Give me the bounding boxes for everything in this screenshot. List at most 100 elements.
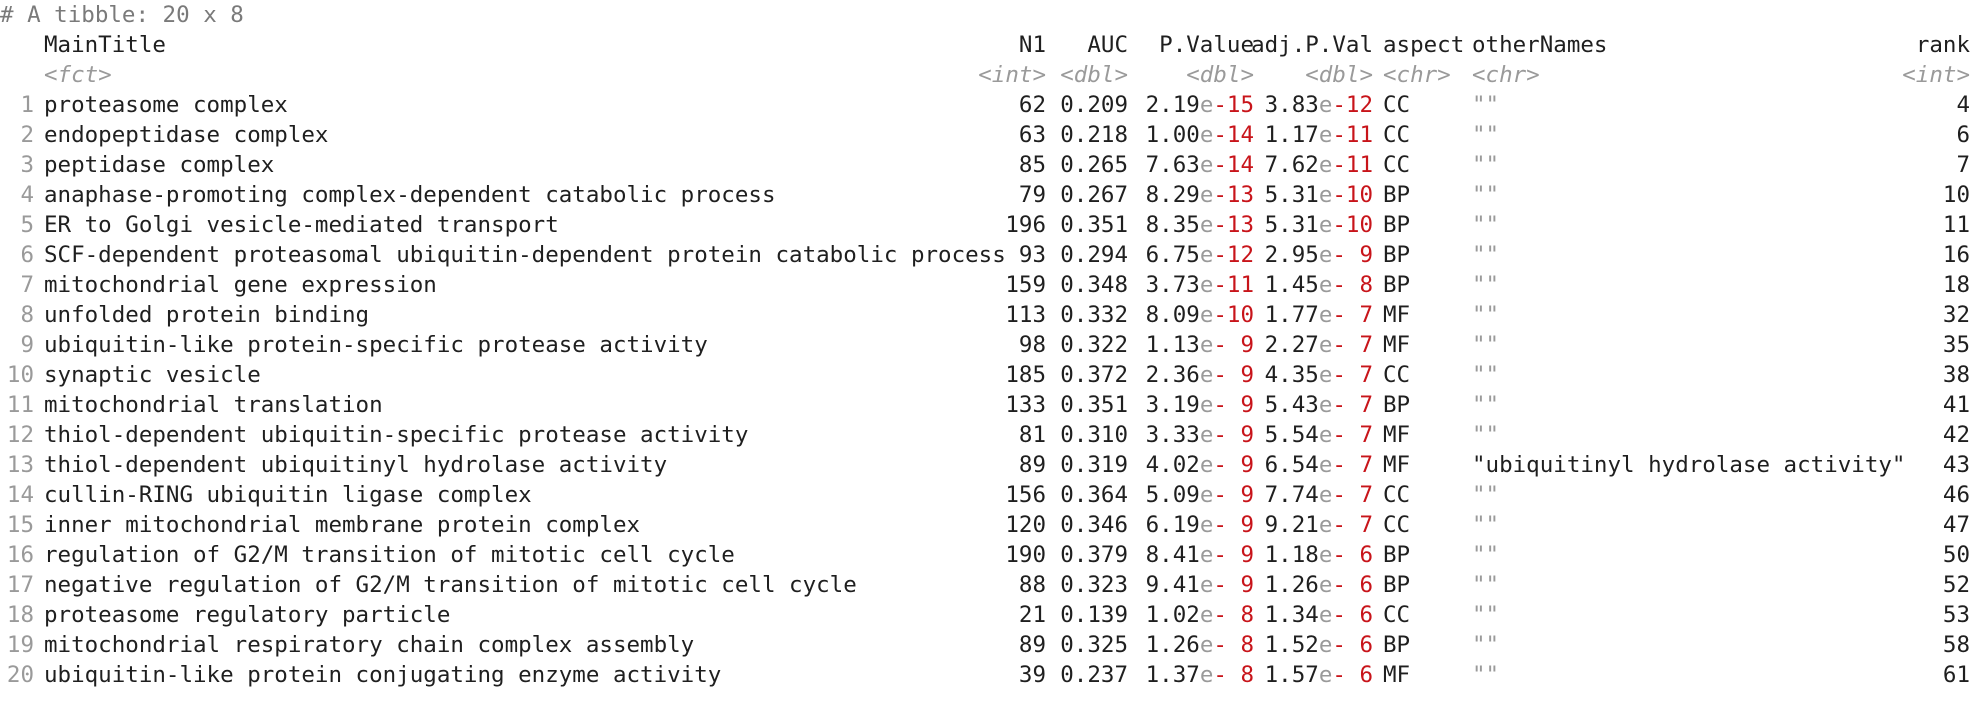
row-maintitle: mitochondrial translation [44,392,383,418]
adjpval-exponent: - 6 [1332,542,1373,568]
pvalue-exponent: - 9 [1213,482,1254,508]
row-adjpval: 1.57e- 6 [1245,660,1373,690]
adjpval-mantissa: 1.45 [1264,272,1319,298]
row-aspect: BP [1383,572,1411,598]
row-othernames: "" [1472,122,1500,148]
pvalue-e-marker: e [1199,452,1214,478]
pvalue-exponent: -13 [1213,212,1254,238]
row-aspect: CC [1383,122,1411,148]
row-rank: 61 [1942,662,1970,688]
row-auc: 0.325 [1060,632,1128,658]
row-othernames: "" [1472,272,1500,298]
adjpval-exponent: -12 [1332,92,1373,118]
pvalue-e-marker: e [1199,242,1214,268]
row-number: 16 [6,542,34,568]
row-rank: 47 [1942,512,1970,538]
row-number: 10 [6,362,34,388]
row-aspect: BP [1383,542,1411,568]
row-othernames: "" [1472,602,1500,628]
row-number: 6 [20,242,34,268]
pvalue-e-marker: e [1199,662,1214,688]
adjpval-e-marker: e [1318,632,1333,658]
row-auc: 0.218 [1060,122,1128,148]
row-aspect: MF [1383,662,1411,688]
pvalue-e-marker: e [1199,92,1214,118]
row-aspect: BP [1383,632,1411,658]
pvalue-exponent: - 9 [1213,362,1254,388]
adjpval-e-marker: e [1318,422,1333,448]
row-rank: 7 [1956,152,1970,178]
adjpval-e-marker: e [1318,602,1333,628]
pvalue-e-marker: e [1199,632,1214,658]
table-row: 10 synaptic vesicle 185 0.372 2.36e- 9 4.35e-… [0,360,1986,390]
adjpval-mantissa: 7.62 [1264,152,1319,178]
adjpval-mantissa: 7.74 [1264,482,1319,508]
adjpval-e-marker: e [1318,242,1333,268]
row-n1: 62 [1018,92,1046,118]
row-pvalue: 2.19e-15 [1137,90,1254,120]
adjpval-exponent: -11 [1332,152,1373,178]
adjpval-e-marker: e [1318,332,1333,358]
pvalue-mantissa: 8.09 [1145,302,1200,328]
adjpval-e-marker: e [1318,392,1333,418]
pvalue-e-marker: e [1199,482,1214,508]
row-auc: 0.139 [1060,602,1128,628]
row-n1: 89 [1018,632,1046,658]
row-pvalue: 1.02e- 8 [1137,600,1254,630]
row-number: 7 [20,272,34,298]
pvalue-e-marker: e [1199,422,1214,448]
row-maintitle: proteasome complex [44,92,288,118]
row-othernames: "" [1472,362,1500,388]
adjpval-exponent: - 7 [1332,392,1373,418]
row-othernames: "" [1472,662,1500,688]
pvalue-exponent: - 8 [1213,632,1254,658]
row-maintitle: thiol-dependent ubiquitinyl hydrolase ac… [44,452,668,478]
row-n1: 89 [1018,452,1046,478]
row-adjpval: 6.54e- 7 [1245,450,1373,480]
column-type-row: <fct> <int> <dbl> <dbl> <dbl> <chr> <chr… [0,60,1986,90]
col-type-aspect: <chr> [1383,62,1451,88]
row-rank: 16 [1942,242,1970,268]
adjpval-mantissa: 1.57 [1264,662,1319,688]
adjpval-mantissa: 1.52 [1264,632,1319,658]
adjpval-exponent: - 7 [1332,452,1373,478]
table-row: 16 regulation of G2/M transition of mitot… [0,540,1986,570]
row-auc: 0.351 [1060,212,1128,238]
row-maintitle: thiol-dependent ubiquitin-specific prote… [44,422,749,448]
row-adjpval: 5.54e- 7 [1245,420,1373,450]
row-number: 5 [20,212,34,238]
pvalue-exponent: -11 [1213,272,1254,298]
pvalue-exponent: -14 [1213,152,1254,178]
pvalue-mantissa: 3.19 [1145,392,1200,418]
row-maintitle: ubiquitin-like protein-specific protease… [44,332,708,358]
pvalue-mantissa: 3.33 [1145,422,1200,448]
row-rank: 6 [1956,122,1970,148]
pvalue-exponent: - 9 [1213,512,1254,538]
pvalue-mantissa: 6.19 [1145,512,1200,538]
row-maintitle: mitochondrial gene expression [44,272,437,298]
row-number: 19 [6,632,34,658]
row-aspect: CC [1383,92,1411,118]
pvalue-exponent: - 8 [1213,602,1254,628]
adjpval-exponent: - 6 [1332,572,1373,598]
adjpval-e-marker: e [1318,212,1333,238]
pvalue-mantissa: 8.35 [1145,212,1200,238]
col-type-n1: <int> [978,62,1046,88]
row-aspect: CC [1383,602,1411,628]
table-row: 9 ubiquitin-like protein-specific proteas… [0,330,1986,360]
row-n1: 120 [1005,512,1046,538]
table-row: 2 endopeptidase complex 63 0.218 1.00e-14 1.1… [0,120,1986,150]
adjpval-mantissa: 1.17 [1264,122,1319,148]
adjpval-exponent: - 7 [1332,482,1373,508]
row-adjpval: 1.18e- 6 [1245,540,1373,570]
pvalue-e-marker: e [1199,182,1214,208]
row-rank: 50 [1942,542,1970,568]
pvalue-mantissa: 7.63 [1145,152,1200,178]
row-aspect: MF [1383,452,1411,478]
table-row: 6 SCF-dependent proteasomal ubiquitin-dep… [0,240,1986,270]
pvalue-exponent: - 9 [1213,332,1254,358]
column-header-row: MainTitle N1 AUC P.Value adj.P.Val aspec… [0,30,1986,60]
adjpval-e-marker: e [1318,152,1333,178]
row-auc: 0.351 [1060,392,1128,418]
